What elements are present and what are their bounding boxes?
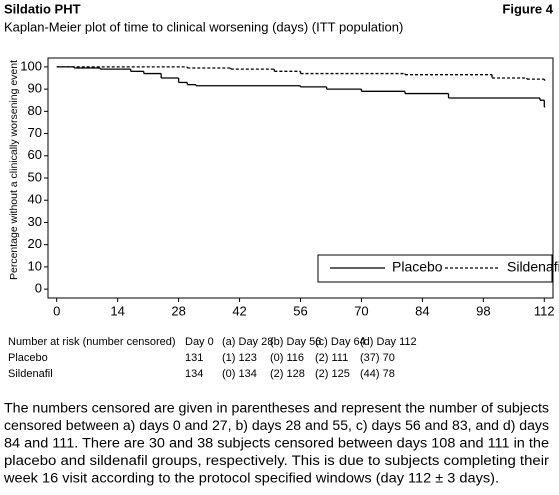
risk-cell: (0) 134 (222, 368, 257, 380)
risk-cell: (44) 78 (360, 368, 395, 380)
footnote-line: The numbers censored are given in parent… (4, 401, 549, 416)
y-tick-label: 10 (28, 258, 42, 273)
legend-label: Sildenafil (507, 259, 559, 275)
y-tick-label: 90 (28, 81, 42, 96)
y-tick-label: 40 (28, 192, 42, 207)
risk-header: (a) Day 28 (222, 336, 273, 348)
x-tick-label: 42 (232, 303, 246, 318)
risk-cell: (2) 125 (315, 368, 350, 380)
risk-cell: 131 (185, 352, 203, 364)
x-tick-label: 70 (354, 303, 368, 318)
risk-cell: Sildenafil (8, 368, 53, 380)
risk-cell: (1) 123 (222, 352, 257, 364)
risk-header: (b) Day 56 (270, 336, 321, 348)
risk-cell: Placebo (8, 352, 48, 364)
y-tick-label: 70 (28, 125, 42, 140)
footnote-line: week 16 visit according to the protocol … (3, 471, 499, 486)
y-axis-label: Percentage without a clinically worsenin… (8, 60, 20, 280)
y-tick-label: 20 (28, 236, 42, 251)
risk-cell: 134 (185, 368, 203, 380)
y-tick-label: 80 (28, 103, 42, 118)
y-tick-label: 0 (35, 281, 42, 296)
legend-label: Placebo (392, 259, 443, 275)
y-tick-label: 60 (28, 147, 42, 162)
x-tick-label: 98 (476, 303, 490, 318)
risk-header: (c) Day 64 (315, 336, 366, 348)
x-tick-label: 112 (534, 303, 555, 318)
risk-cell: (2) 111 (315, 352, 348, 364)
x-tick-label: 14 (110, 303, 124, 318)
x-tick-label: 28 (171, 303, 185, 318)
risk-cell: (2) 128 (270, 368, 305, 380)
x-tick-label: 84 (415, 303, 429, 318)
footnote-line: censored between a) days 0 and 27, b) da… (4, 418, 549, 433)
risk-header: Day 0 (185, 336, 214, 348)
risk-header: (d) Day 112 (360, 336, 417, 348)
y-tick-label: 100 (20, 58, 42, 73)
risk-header: Number at risk (number censored) (8, 336, 176, 348)
x-tick-label: 0 (53, 303, 60, 318)
y-tick-label: 30 (28, 214, 42, 229)
chart-title: Kaplan-Meier plot of time to clinical wo… (4, 19, 403, 34)
footnote-line: placebo and sildenafil groups, respectiv… (4, 453, 550, 468)
figure-label: Figure 4 (502, 1, 553, 16)
footnote-line: 84 and 111. There are 30 and 38 subjects… (4, 436, 549, 451)
header-title: Sildatio PHT (4, 1, 81, 16)
risk-cell: (37) 70 (360, 352, 395, 364)
y-tick-label: 50 (28, 169, 42, 184)
risk-cell: (0) 116 (270, 352, 304, 364)
x-tick-label: 56 (293, 303, 307, 318)
